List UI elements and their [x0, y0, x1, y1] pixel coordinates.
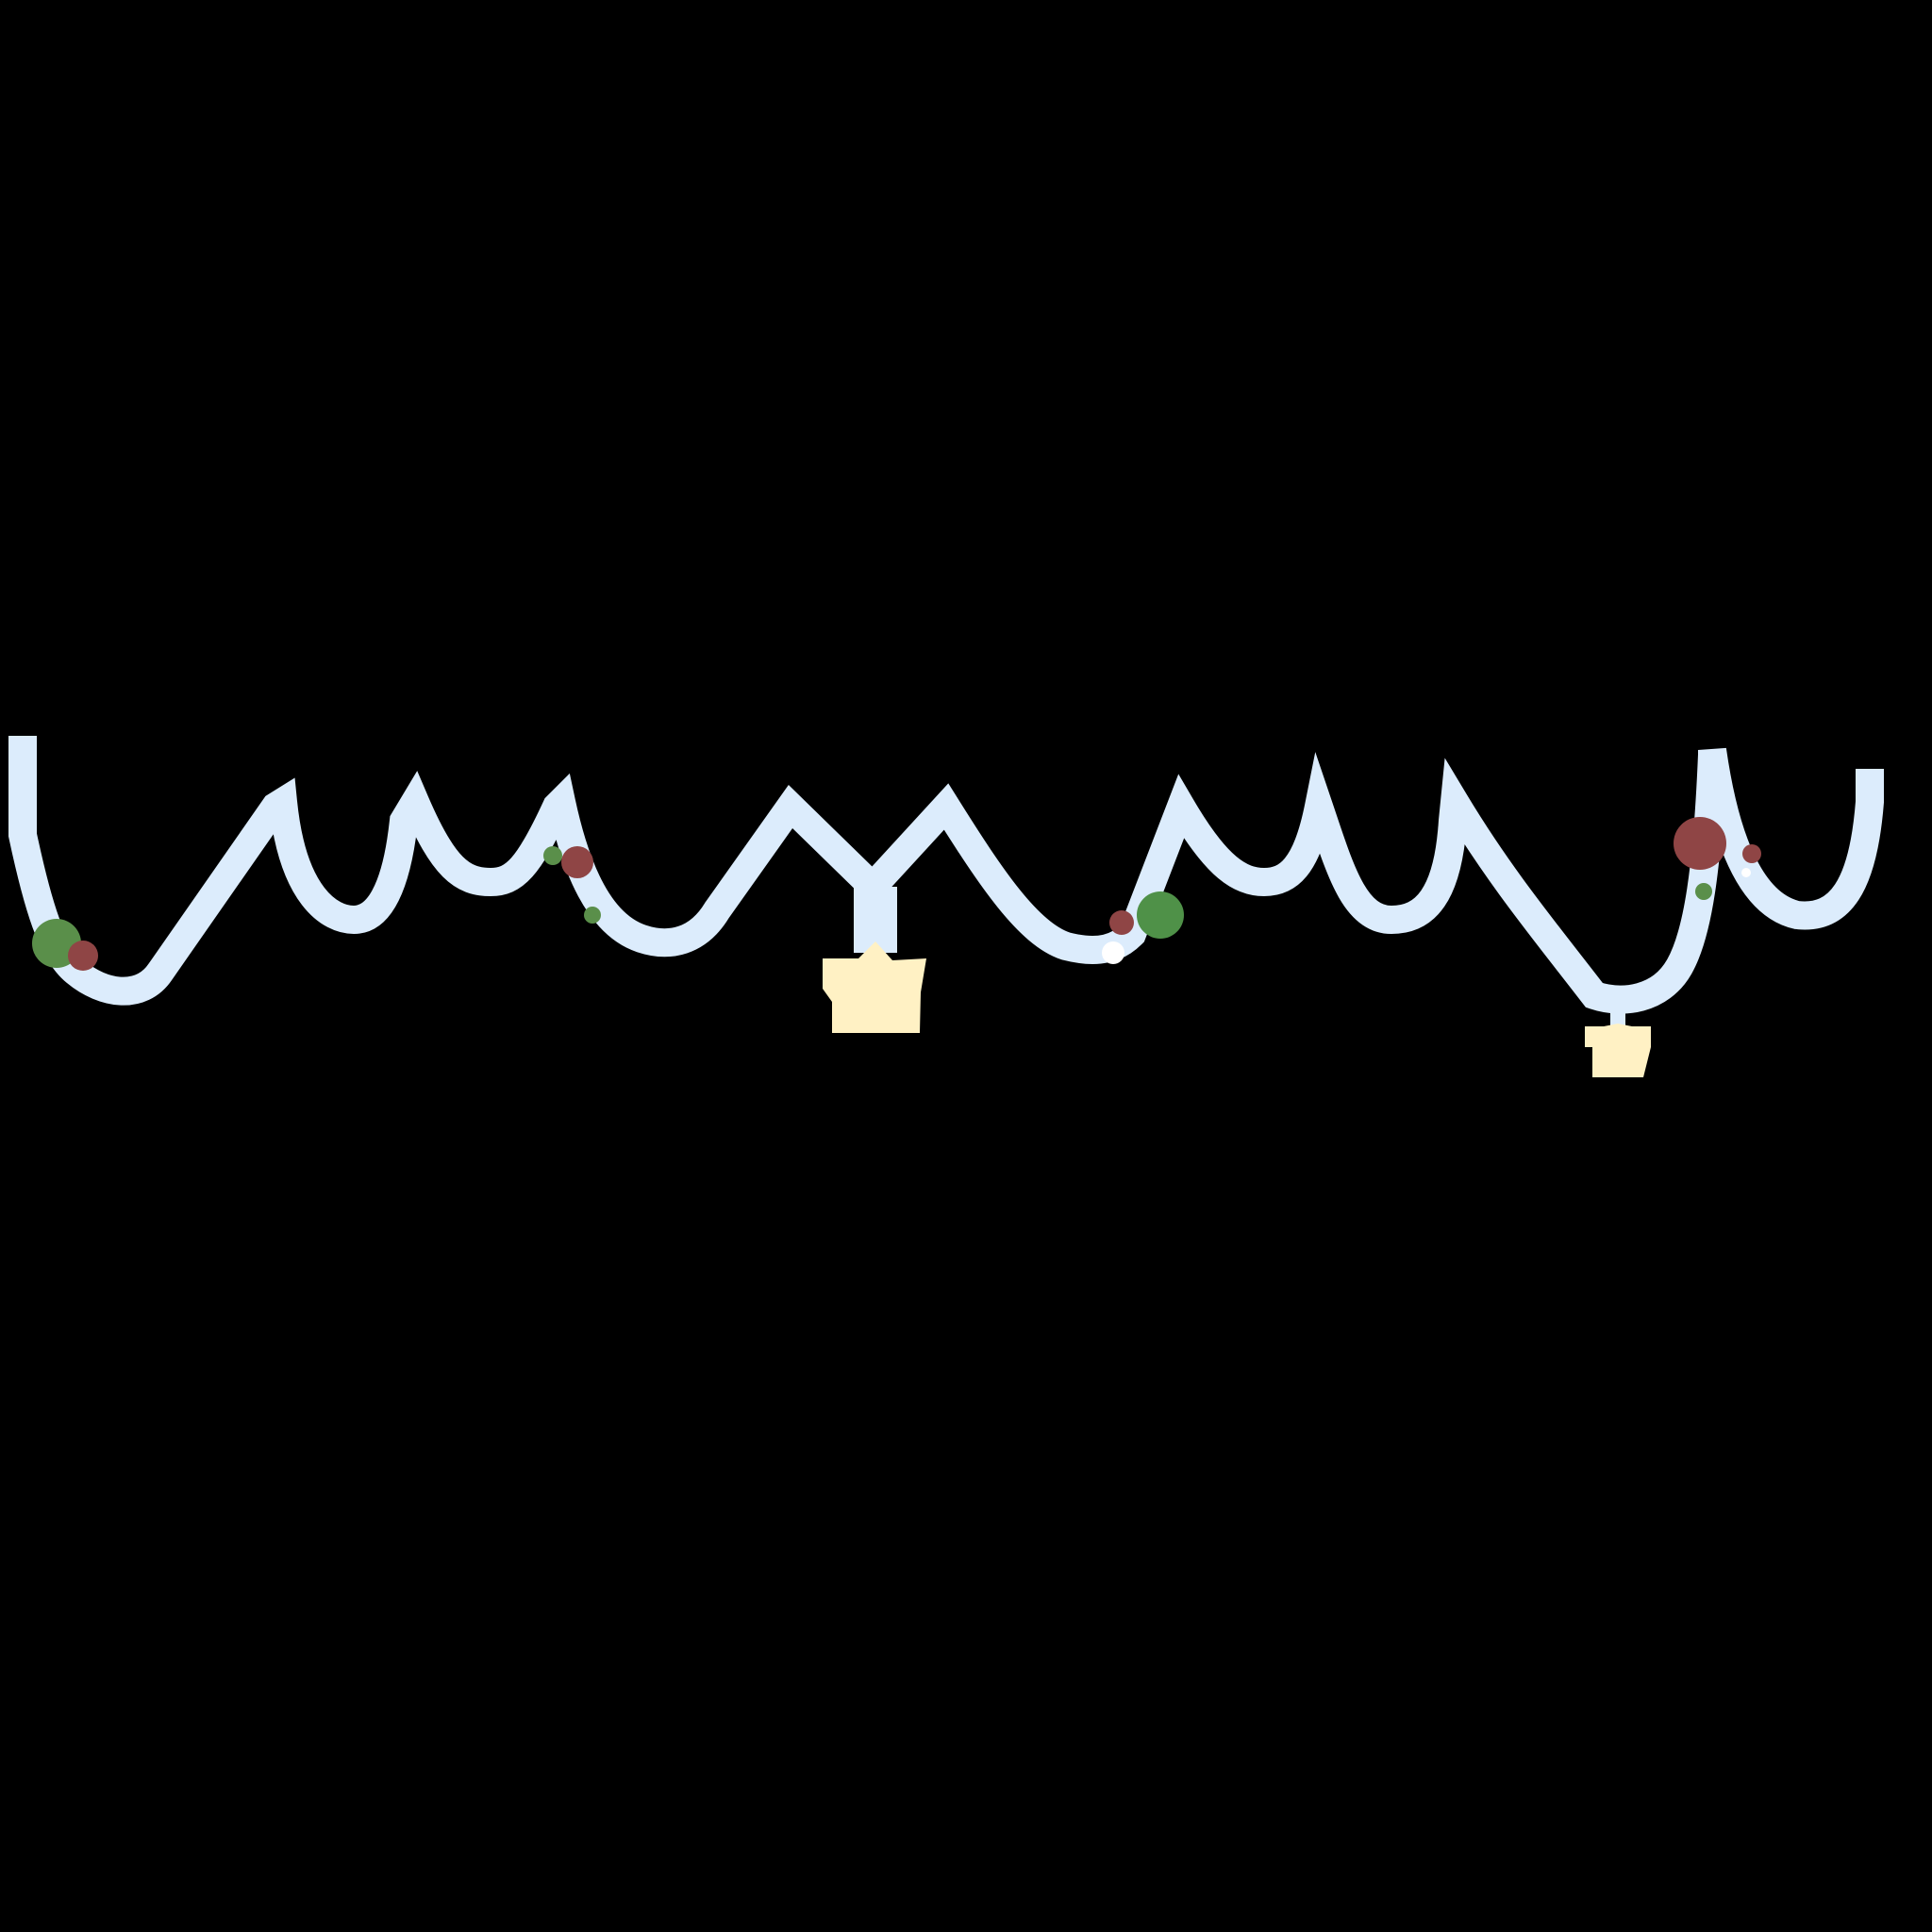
snowflake-dot-icon [1102, 941, 1124, 964]
green-ornament-icon [1695, 883, 1712, 900]
green-ornament-icon [543, 846, 562, 865]
snowflake-dot-icon [1741, 868, 1751, 877]
green-ornament-icon [584, 907, 601, 924]
berry-icon [561, 846, 593, 878]
berry-icon [68, 941, 98, 971]
green-ornament-icon [1137, 891, 1184, 939]
berry-icon [1674, 817, 1726, 870]
star-small-icon [1585, 1024, 1651, 1077]
berry-icon [1109, 910, 1134, 935]
berry-icon [1742, 844, 1761, 863]
star-hanger [1610, 995, 1625, 1028]
star-large-icon [823, 941, 926, 1033]
garland-icon [8, 736, 1884, 1014]
